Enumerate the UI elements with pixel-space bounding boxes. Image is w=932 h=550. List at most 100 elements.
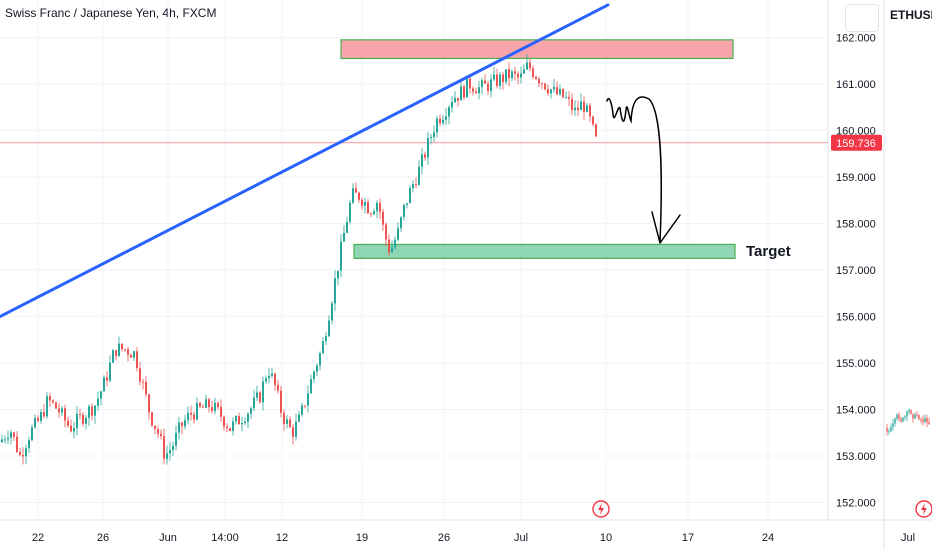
candle-body — [463, 86, 465, 98]
side-candle-body — [904, 416, 906, 418]
candle-body — [430, 137, 432, 139]
candle-body — [595, 124, 597, 137]
candle-body — [370, 213, 372, 215]
candle-body — [64, 408, 66, 421]
candle-body — [352, 188, 354, 203]
side-candle-body — [896, 414, 898, 419]
candle-body — [541, 83, 543, 85]
candle-body — [298, 414, 300, 422]
x-tick-label: 17 — [682, 532, 694, 544]
candle-body — [202, 406, 204, 408]
price-axis: 152.000 153.000 154.000 155.000 156.000 157.0… — [836, 33, 876, 510]
candle-body — [436, 118, 438, 133]
candle-body — [238, 416, 240, 425]
candle-body — [427, 137, 429, 158]
candle-body — [553, 86, 555, 90]
candle-body — [37, 417, 39, 421]
candle-body — [283, 412, 285, 424]
candle-body — [199, 402, 201, 407]
candle-body — [223, 416, 225, 427]
candle-body — [574, 107, 576, 111]
candle-body — [544, 83, 546, 90]
side-candle-body — [908, 410, 910, 412]
candle-body — [289, 419, 291, 428]
trendline — [0, 3, 610, 318]
candle-body — [88, 406, 90, 418]
lightning-icon-1[interactable] — [592, 500, 610, 518]
candle-body — [40, 412, 42, 421]
candle-body — [67, 420, 69, 426]
candle-body — [385, 224, 387, 240]
candle-body — [259, 392, 261, 403]
candle-body — [7, 437, 9, 440]
candle-body — [523, 69, 525, 74]
candle-body — [91, 406, 93, 416]
candle-body — [550, 89, 552, 94]
x-tick-label: 12 — [276, 532, 288, 544]
candle-body — [181, 422, 183, 427]
candle-body — [316, 365, 318, 372]
candle-body — [166, 453, 168, 459]
candle-body — [322, 341, 324, 354]
candle-body — [487, 83, 489, 91]
candle-body — [355, 188, 357, 193]
side-candle-body — [892, 423, 894, 428]
projection-arrow-head — [651, 211, 681, 244]
candle-body — [346, 221, 348, 233]
candle-body — [388, 239, 390, 253]
candle-body — [55, 402, 57, 409]
candle-body — [583, 101, 585, 112]
side-candle-body — [928, 422, 930, 425]
candle-body — [274, 373, 276, 385]
candle-body — [397, 228, 399, 240]
candle-body — [13, 432, 15, 437]
candle-body — [493, 74, 495, 80]
candle-body — [445, 116, 447, 120]
y-tick-label: 161.000 — [836, 79, 876, 91]
candle-body — [76, 413, 78, 429]
candle-body — [154, 425, 156, 429]
lightning-icon-2[interactable] — [915, 500, 932, 518]
candle-body — [331, 303, 333, 321]
candle-body — [565, 97, 567, 99]
x-tick-label: 24 — [762, 532, 774, 544]
candle-body — [517, 73, 519, 78]
y-tick-label: 152.000 — [836, 498, 876, 510]
side-candle-body — [898, 414, 900, 419]
candle-body — [148, 394, 150, 413]
candle-body — [466, 78, 468, 98]
candle-body — [256, 392, 258, 398]
x-tick-label: 26 — [438, 532, 450, 544]
side-panel-button[interactable] — [845, 4, 879, 32]
candle-body — [61, 408, 63, 413]
candle-body — [412, 184, 414, 188]
candle-body — [376, 202, 378, 212]
side-candle-body — [902, 417, 904, 422]
candle-body — [505, 69, 507, 83]
candle-body — [571, 98, 573, 111]
candle-body — [586, 105, 588, 112]
candle-body — [4, 439, 6, 441]
candle-body — [142, 381, 144, 383]
side-candle-body — [912, 413, 914, 419]
candle-body — [187, 412, 189, 421]
candle-body — [250, 408, 252, 414]
candle-body — [58, 408, 60, 413]
side-panel-candles — [886, 408, 930, 436]
candle-body — [301, 405, 303, 415]
candle-body — [442, 119, 444, 124]
candle-body — [373, 211, 375, 215]
candle-body — [85, 417, 87, 424]
candle-body — [139, 368, 141, 382]
candle-body — [286, 419, 288, 424]
candle-body — [538, 78, 540, 84]
y-tick-label: 162.000 — [836, 33, 876, 45]
candle-body — [184, 420, 186, 427]
candle-body — [109, 362, 111, 381]
y-tick-label: 157.000 — [836, 265, 876, 277]
candle-body — [490, 79, 492, 91]
candle-body — [400, 217, 402, 229]
candle-body — [172, 445, 174, 451]
candle-body — [439, 118, 441, 124]
